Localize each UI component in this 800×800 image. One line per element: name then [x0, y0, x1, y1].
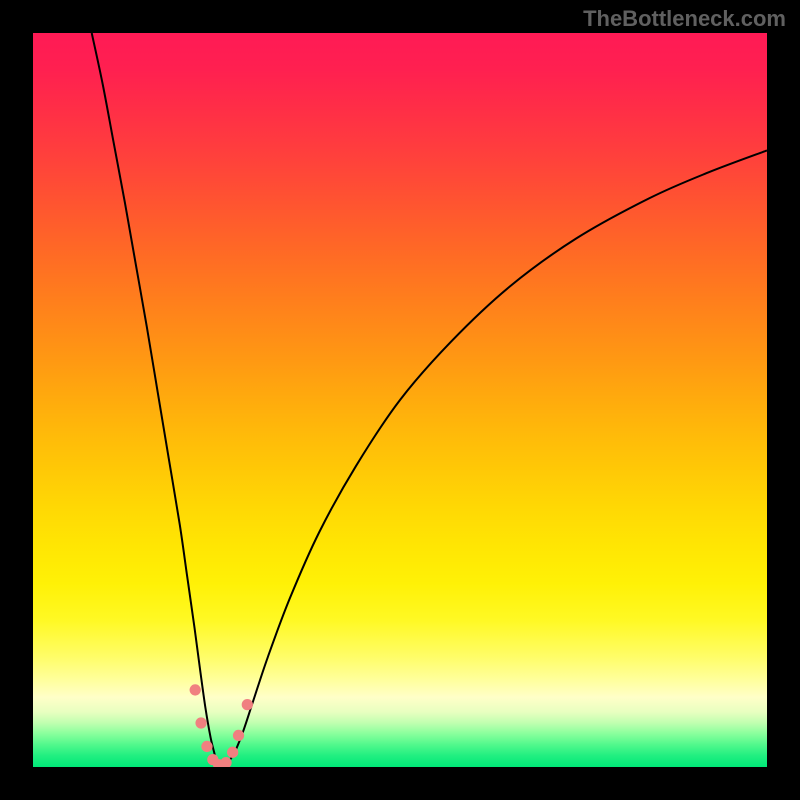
marker-dot [233, 730, 243, 740]
curve-layer [33, 33, 767, 767]
bottleneck-curve-left [92, 33, 217, 765]
marker-dot [221, 757, 231, 767]
watermark-text: TheBottleneck.com [583, 6, 786, 32]
marker-dot [228, 747, 238, 757]
bottleneck-curve-right [217, 150, 768, 765]
marker-dot [242, 699, 252, 709]
marker-dot [196, 718, 206, 728]
marker-dot [190, 685, 200, 695]
plot-area [33, 33, 767, 767]
chart-container: TheBottleneck.com [0, 0, 800, 800]
marker-dot [202, 741, 212, 751]
marker-group [190, 685, 252, 767]
